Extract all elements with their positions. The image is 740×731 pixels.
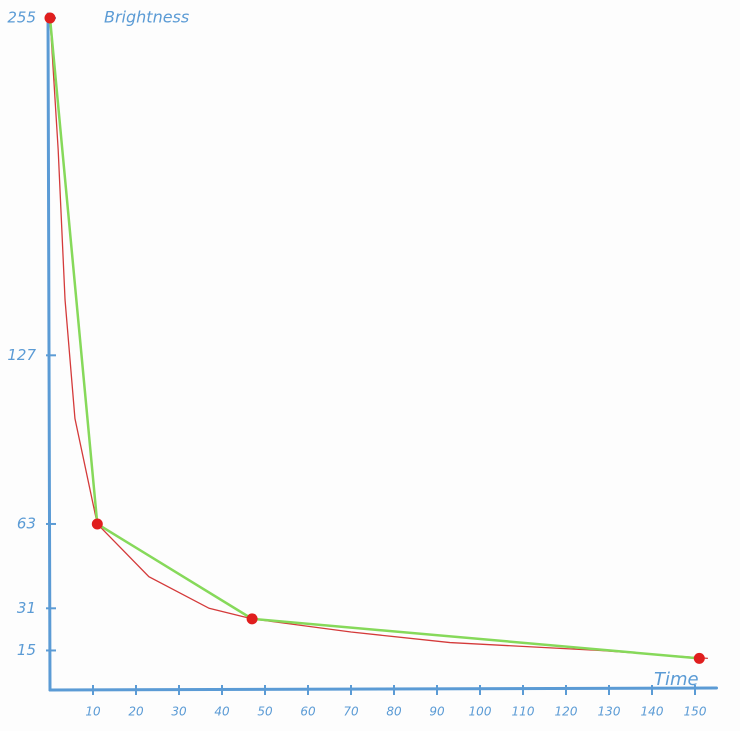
point-marker	[246, 613, 258, 625]
y-tick-label: 15	[17, 641, 36, 659]
series-line	[48, 17, 700, 660]
x-tick-label: 130	[598, 705, 621, 719]
point-marker	[91, 518, 103, 530]
x-tick-label: 90	[429, 705, 445, 719]
x-tick-label: 100	[469, 705, 492, 719]
x-tick-label: 10	[85, 705, 101, 719]
x-tick-label: 50	[257, 705, 273, 719]
x-tick-label: 60	[300, 705, 316, 719]
point-marker	[44, 12, 56, 24]
x-tick-label: 70	[343, 705, 359, 719]
point-marker	[693, 652, 705, 664]
y-axis	[46, 12, 52, 692]
x-axis-label: Time	[654, 669, 699, 690]
x-tick-label: 150	[684, 705, 707, 719]
y-tick-label: 31	[17, 599, 36, 617]
x-tick-label: 80	[386, 705, 402, 719]
y-tick-label: 63	[17, 514, 36, 532]
x-tick-label: 20	[128, 705, 144, 719]
y-axis-label: Brightness	[104, 8, 189, 27]
series-line	[49, 17, 708, 660]
x-tick-label: 30	[171, 705, 187, 719]
x-tick-label: 110	[512, 705, 535, 719]
y-tick-label: 255	[7, 9, 36, 27]
y-tick-label: 127	[7, 346, 36, 364]
x-tick-label: 140	[641, 705, 664, 719]
x-tick-label: 120	[555, 705, 578, 719]
x-axis	[48, 686, 718, 692]
x-tick-label: 40	[214, 705, 230, 719]
